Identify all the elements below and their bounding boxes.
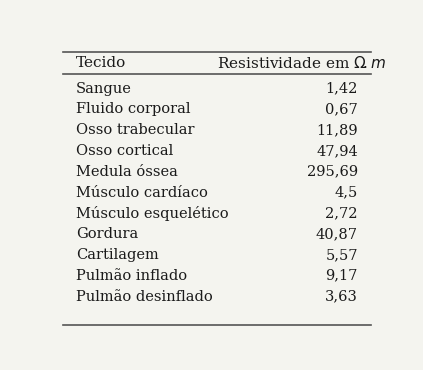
Text: 9,17: 9,17 xyxy=(325,269,358,283)
Text: Osso trabecular: Osso trabecular xyxy=(76,123,194,137)
Text: Medula óssea: Medula óssea xyxy=(76,165,178,179)
Text: Resistividade em $\Omega\!.$$\mathit{m}$: Resistividade em $\Omega\!.$$\mathit{m}$ xyxy=(217,55,386,71)
Text: Osso cortical: Osso cortical xyxy=(76,144,173,158)
Text: Cartilagem: Cartilagem xyxy=(76,248,159,262)
Text: 2,72: 2,72 xyxy=(325,206,358,221)
Text: Músculo cardíaco: Músculo cardíaco xyxy=(76,185,208,199)
Text: Músculo esquelético: Músculo esquelético xyxy=(76,206,228,221)
Text: Sangue: Sangue xyxy=(76,81,132,95)
Text: 0,67: 0,67 xyxy=(325,102,358,116)
Text: Gordura: Gordura xyxy=(76,227,138,241)
Text: Pulmão inflado: Pulmão inflado xyxy=(76,269,187,283)
Text: 11,89: 11,89 xyxy=(316,123,358,137)
Text: 3,63: 3,63 xyxy=(325,290,358,303)
Text: Fluido corporal: Fluido corporal xyxy=(76,102,190,116)
Text: 295,69: 295,69 xyxy=(307,165,358,179)
Text: 40,87: 40,87 xyxy=(316,227,358,241)
Text: 5,57: 5,57 xyxy=(325,248,358,262)
Text: Tecido: Tecido xyxy=(76,56,126,70)
Text: 4,5: 4,5 xyxy=(335,185,358,199)
Text: 47,94: 47,94 xyxy=(316,144,358,158)
Text: 1,42: 1,42 xyxy=(325,81,358,95)
Text: Pulmão desinflado: Pulmão desinflado xyxy=(76,290,213,303)
